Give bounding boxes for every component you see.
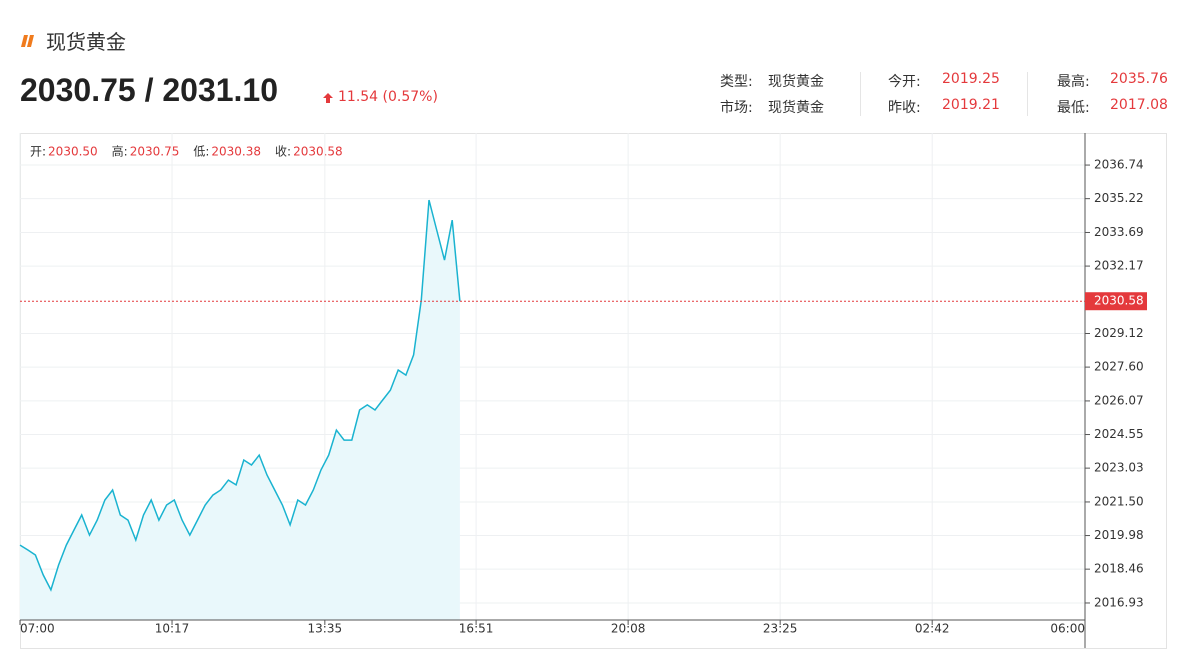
info-label: 最低: — [1057, 100, 1090, 116]
up-arrow — [323, 93, 333, 103]
info-value: 现货黄金 — [768, 74, 824, 90]
info-value: 2019.21 — [942, 97, 1000, 113]
info-value: 2035.76 — [1110, 71, 1168, 87]
y-tick-label: 2021.50 — [1094, 494, 1144, 508]
ohlc-label: 高: — [112, 144, 128, 159]
y-tick-label: 2023.03 — [1094, 461, 1144, 475]
info-value: 2017.08 — [1110, 97, 1168, 113]
info-label: 最高: — [1057, 74, 1090, 90]
info-label: 昨收: — [888, 100, 921, 116]
info-label: 类型: — [720, 74, 753, 90]
y-tick-label: 2029.12 — [1094, 326, 1144, 340]
y-tick-label: 2018.46 — [1094, 562, 1144, 576]
info-value: 现货黄金 — [768, 100, 824, 116]
y-tick-label: 2032.17 — [1094, 259, 1144, 273]
ohlc-value: 2030.38 — [211, 145, 261, 159]
y-tick-label: 2019.98 — [1094, 528, 1144, 542]
ohlc-value: 2030.50 — [48, 145, 98, 159]
x-tick-label: 13:35 — [308, 622, 343, 636]
x-tick-label: 10:17 — [155, 622, 190, 636]
ohlc-value: 2030.58 — [293, 145, 343, 159]
info-value: 2019.25 — [942, 71, 1000, 87]
ohlc-label: 开: — [30, 145, 46, 159]
ohlc-label: 收: — [275, 145, 291, 159]
ohlc-label: 低: — [193, 145, 209, 159]
info-label: 今开: — [888, 74, 921, 90]
price-line — [19, 199, 461, 592]
x-tick-label: 06:00 — [1050, 622, 1085, 636]
y-tick-label: 2036.74 — [1094, 158, 1144, 172]
x-tick-label: 16:51 — [459, 622, 494, 636]
title: 现货黄金 — [46, 30, 126, 54]
y-tick-label: 2024.55 — [1094, 427, 1144, 441]
y-tick-label: 2035.22 — [1094, 191, 1144, 205]
y-tick-label: 2026.07 — [1094, 393, 1144, 407]
x-tick-label: 23:25 — [763, 622, 798, 636]
area — [20, 200, 460, 620]
separator — [860, 72, 861, 116]
x-tick-label: 07:00 — [20, 622, 55, 636]
separator — [1027, 72, 1028, 116]
y-tick-label: 2016.93 — [1094, 595, 1144, 609]
logo-icon — [21, 35, 34, 47]
y-tick-label: 2027.60 — [1094, 360, 1144, 374]
change: 11.54 (0.57%) — [338, 89, 438, 105]
last-price-label: 2030.58 — [1094, 294, 1144, 308]
x-tick-label: 02:42 — [915, 622, 950, 636]
price: 2030.75 / 2031.10 — [20, 72, 279, 108]
last-price-box — [1085, 292, 1147, 311]
x-tick-label: 20:08 — [611, 622, 646, 636]
y-tick-label: 2033.69 — [1094, 225, 1144, 239]
ohlc-value: 2030.75 — [130, 145, 180, 159]
info-label: 市场: — [720, 100, 753, 116]
